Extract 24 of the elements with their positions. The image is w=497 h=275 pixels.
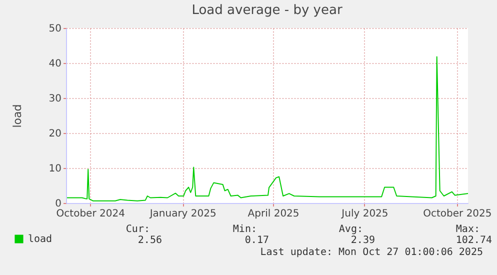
y-tick-label: 10 <box>48 164 62 174</box>
chart-title: Load average - by year <box>192 3 343 18</box>
x-tick-label: July 2025 <box>340 208 388 220</box>
text: Last update: Mon Oct 27 01:00:06 2025 <box>260 247 483 258</box>
text: Min: <box>232 224 257 235</box>
text: 2.56 <box>138 235 162 246</box>
text: 0.17 <box>244 235 269 246</box>
y-tick-label: 40 <box>48 58 62 70</box>
y-tick-label: 30 <box>48 94 62 104</box>
y-tick-label: 20 <box>48 128 62 140</box>
text: 2.39 <box>350 235 375 246</box>
text: 102.74 <box>456 235 492 246</box>
y-tick-label: 0 <box>55 198 62 210</box>
x-tick-label: October 2025 <box>423 208 492 220</box>
legend-label: load <box>28 234 52 245</box>
x-tick-label: October 2024 <box>56 208 125 220</box>
text: Max: <box>456 224 480 235</box>
line-series <box>66 56 468 202</box>
y-axis-title: load <box>10 104 24 128</box>
text: Avg: <box>338 224 363 235</box>
x-tick-label: April 2025 <box>248 208 300 220</box>
text: Cur: <box>126 224 150 235</box>
y-tick-label: 50 <box>48 24 62 34</box>
x-tick-label: January 2025 <box>148 208 216 220</box>
